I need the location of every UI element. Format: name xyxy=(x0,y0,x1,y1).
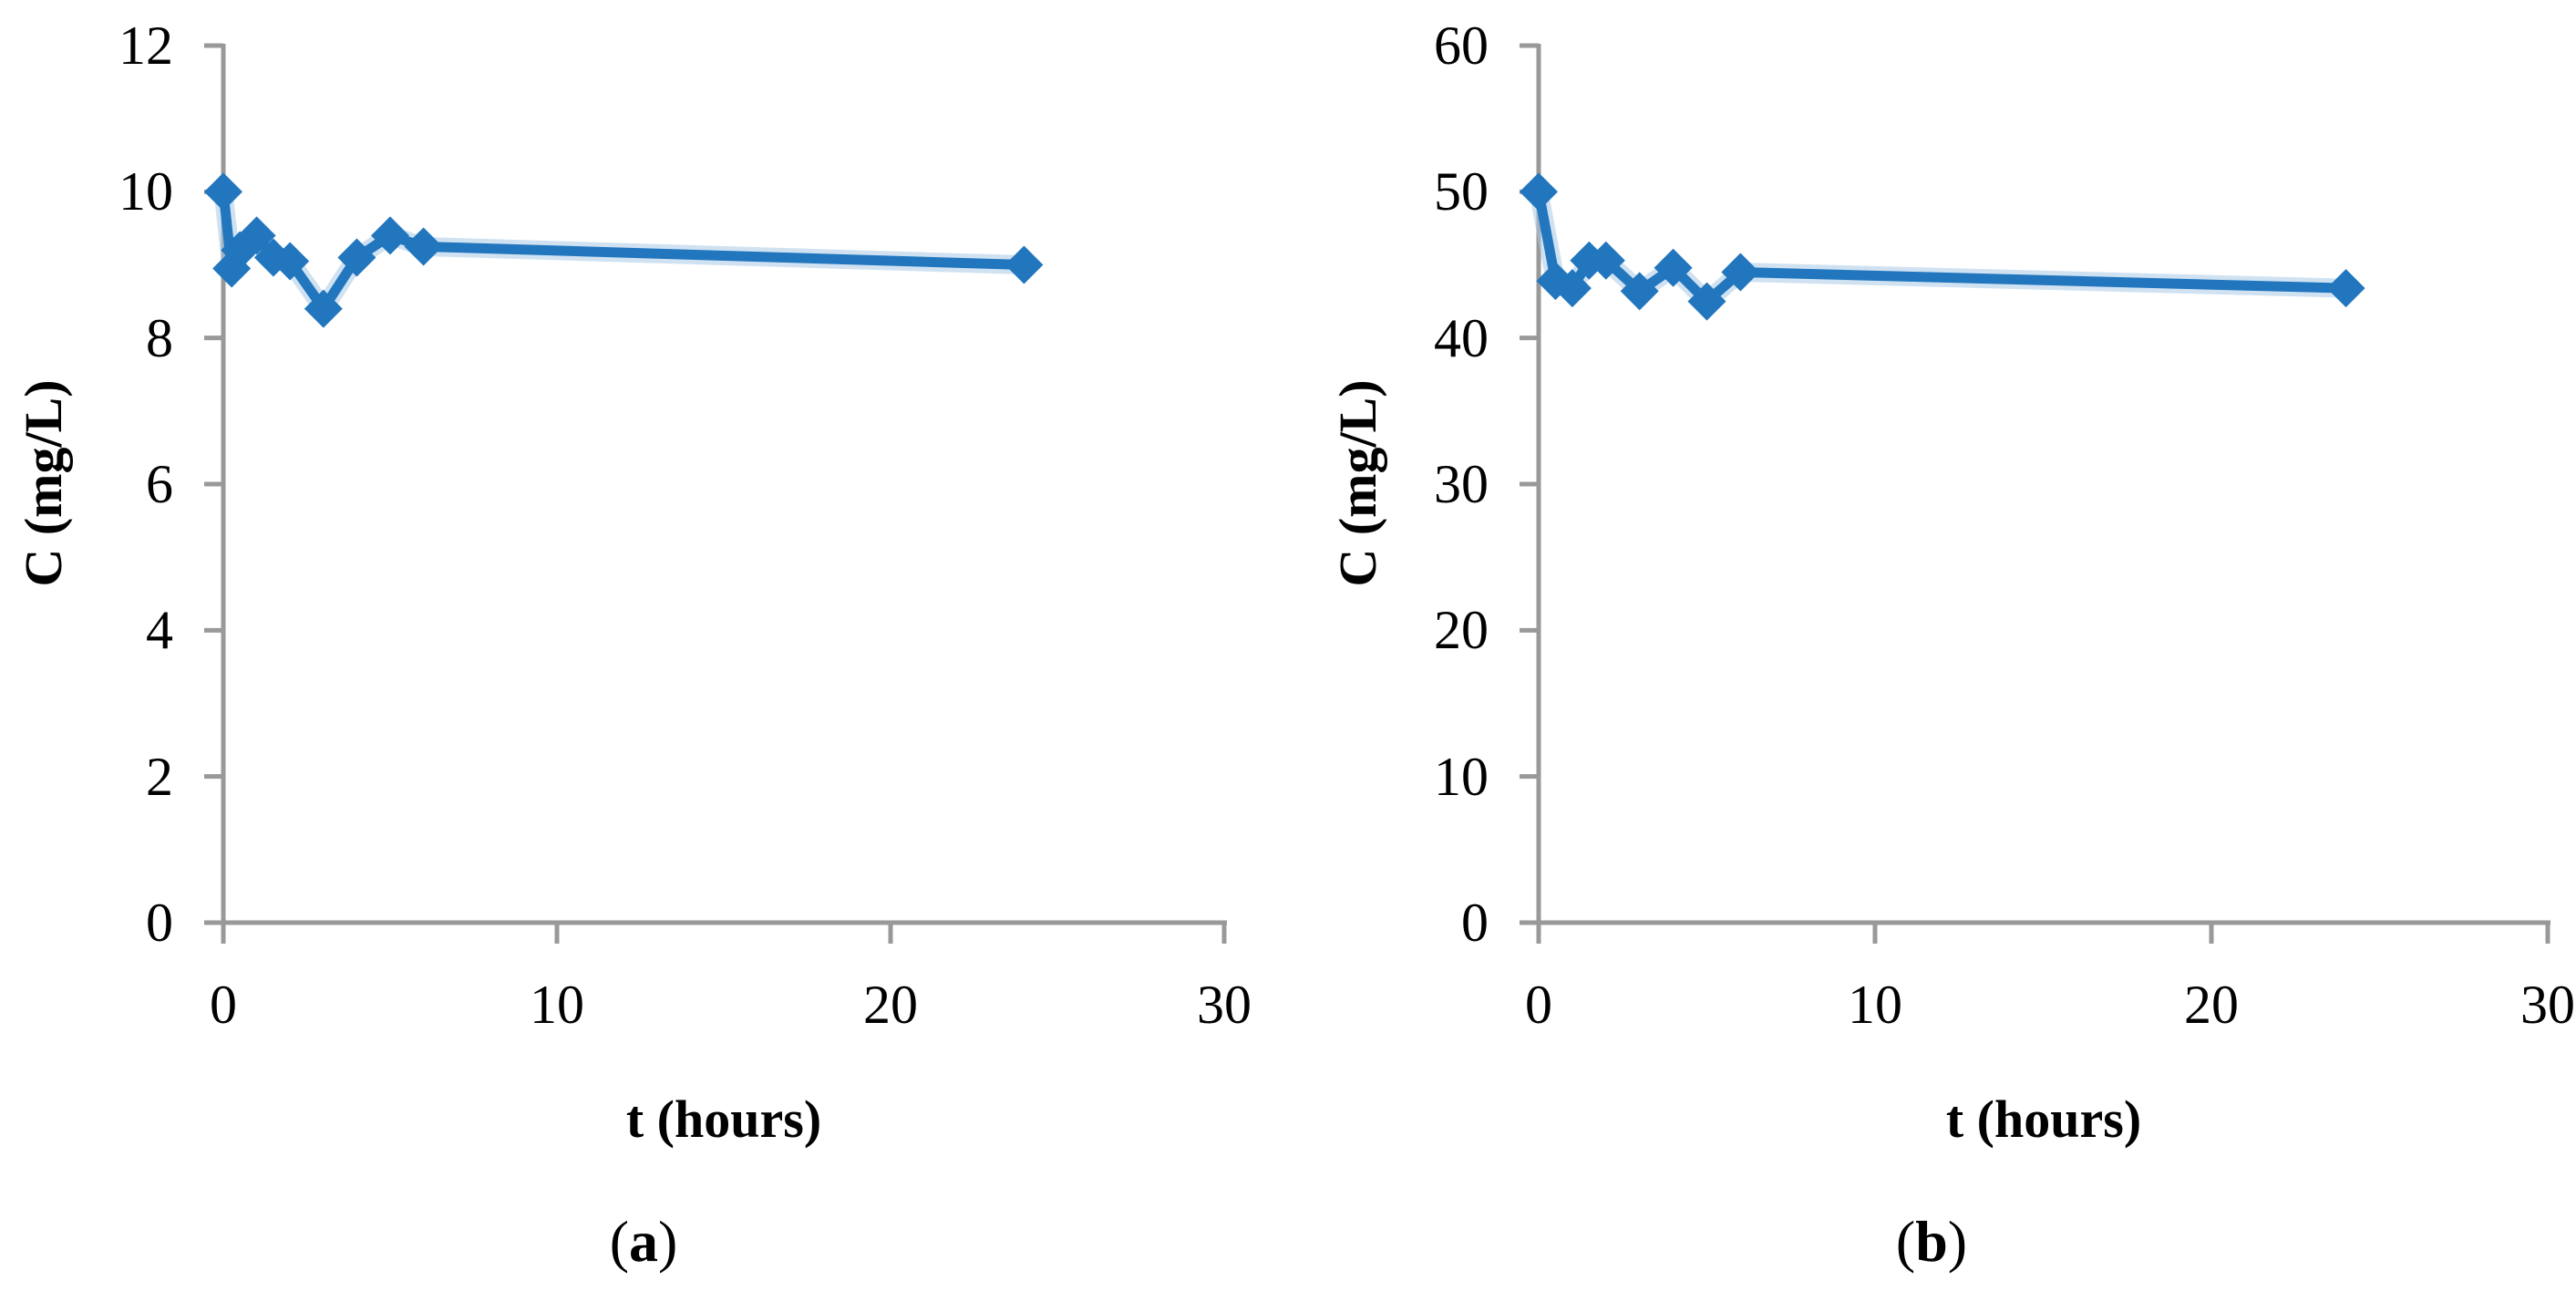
x-tick-label-a: 30 xyxy=(1197,975,1252,1035)
caption-a-close-paren: ) xyxy=(658,1209,678,1274)
caption-b-close-paren: ) xyxy=(1947,1209,1968,1274)
data-point-marker xyxy=(237,216,276,255)
data-point-marker xyxy=(404,227,443,266)
caption-a-letter: a xyxy=(629,1209,658,1274)
y-tick-label-a: 8 xyxy=(146,307,173,368)
y-tick-label-a: 4 xyxy=(146,600,173,661)
x-tick-label-b: 0 xyxy=(1525,975,1552,1035)
data-point-marker xyxy=(1520,172,1558,212)
axes-b xyxy=(1520,43,2550,944)
data-point-marker xyxy=(1005,245,1044,284)
y-tick-label-a: 12 xyxy=(118,15,173,76)
caption-b-letter: b xyxy=(1915,1209,1948,1274)
y-tick-label-a: 2 xyxy=(146,746,173,807)
x-tick-label-a: 10 xyxy=(530,975,584,1035)
y-tick-label-b: 0 xyxy=(1461,893,1489,953)
data-point-marker xyxy=(371,216,409,255)
data-point-marker xyxy=(1721,253,1760,292)
data-point-marker xyxy=(337,238,376,277)
data-point-marker xyxy=(1586,241,1625,280)
x-axis-title-b: t (hours) xyxy=(1945,1089,2142,1149)
x-axis-title-a: t (hours) xyxy=(625,1089,822,1149)
panel-caption-a: (a) xyxy=(610,1213,678,1271)
data-point-marker xyxy=(271,242,310,281)
y-tick-label-b: 10 xyxy=(1434,746,1489,807)
data-point-marker xyxy=(204,172,242,212)
y-tick-label-b: 60 xyxy=(1434,15,1489,76)
caption-b-open-paren: ( xyxy=(1895,1209,1916,1274)
caption-a-open-paren: ( xyxy=(609,1209,629,1274)
series-markers-b xyxy=(1520,172,2365,321)
axes-a xyxy=(204,43,1227,944)
y-tick-label-a: 10 xyxy=(118,161,173,222)
data-point-marker xyxy=(1552,269,1592,308)
panel-caption-b: (b) xyxy=(1896,1213,1967,1271)
chart-b xyxy=(1520,43,2550,944)
y-tick-label-a: 0 xyxy=(146,893,173,953)
chart-a xyxy=(204,43,1227,944)
data-point-marker xyxy=(1620,272,1659,311)
data-point-marker xyxy=(1654,248,1693,287)
x-tick-label-a: 0 xyxy=(210,975,237,1035)
data-point-marker xyxy=(304,289,343,328)
y-tick-label-b: 50 xyxy=(1434,161,1489,222)
x-tick-label-b: 10 xyxy=(1848,975,1902,1035)
x-tick-label-b: 30 xyxy=(2520,975,2575,1035)
y-tick-label-a: 6 xyxy=(146,454,173,514)
x-tick-label-b: 20 xyxy=(2184,975,2239,1035)
x-tick-label-a: 20 xyxy=(863,975,918,1035)
y-tick-label-b: 30 xyxy=(1434,454,1489,514)
series-markers-a xyxy=(204,172,1044,328)
y-tick-label-b: 20 xyxy=(1434,600,1489,661)
y-tick-label-b: 40 xyxy=(1434,307,1489,368)
data-point-marker xyxy=(1687,282,1726,321)
data-point-marker xyxy=(2326,269,2365,308)
